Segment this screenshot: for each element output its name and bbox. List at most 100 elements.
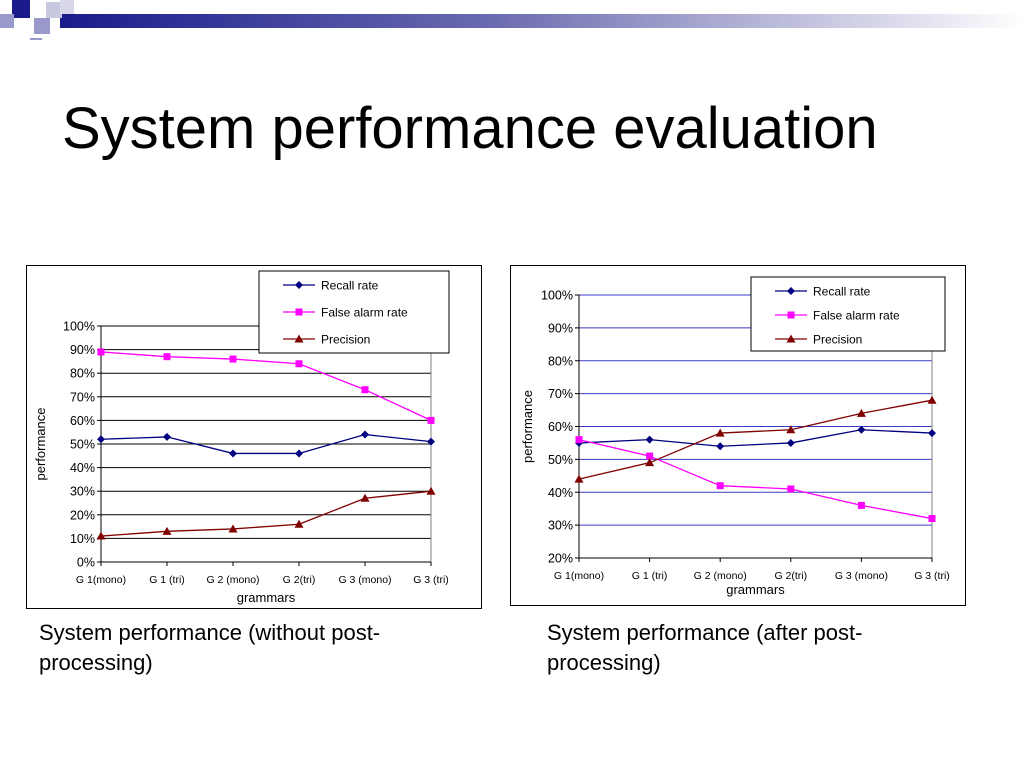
data-point — [97, 435, 105, 444]
data-point — [426, 486, 436, 495]
data-point — [716, 482, 724, 490]
legend-marker — [787, 311, 795, 319]
data-point — [646, 452, 654, 460]
series-precision — [574, 395, 937, 483]
legend-label: False alarm rate — [321, 306, 408, 320]
legend-label: Precision — [321, 333, 370, 347]
y-tick-label: 90% — [70, 343, 95, 357]
series-line — [100, 490, 432, 537]
x-tick-label: G 1 (tri) — [149, 574, 185, 586]
decor-square — [60, 0, 74, 14]
series-line — [578, 439, 933, 520]
series-false-alarm-rate — [97, 348, 435, 424]
legend: Recall rate False alarm rate Precision — [258, 270, 450, 354]
series-line — [100, 351, 432, 421]
data-point — [97, 348, 105, 356]
series-recall-rate — [575, 425, 936, 451]
legend-entry: Precision — [283, 333, 370, 347]
x-tick-label: G 2(tri) — [283, 574, 316, 586]
y-tick-label: 80% — [548, 354, 573, 368]
data-point — [163, 432, 171, 441]
data-point — [928, 515, 936, 523]
data-point — [229, 355, 237, 363]
data-point — [360, 493, 370, 502]
y-tick-label: 40% — [548, 486, 573, 500]
x-tick-label: G 1(mono) — [554, 570, 604, 582]
y-tick-label: 70% — [548, 387, 573, 401]
y-tick-labels: 0% 10% 20% 30% 40% 50% 60% 70% 80% 90% 100% — [63, 320, 95, 570]
y-axis-title: performance — [520, 390, 535, 463]
decor-square — [34, 18, 50, 34]
y-tick-label: 30% — [548, 519, 573, 533]
x-axis-title: grammars — [237, 590, 296, 605]
legend-label: Recall rate — [321, 279, 379, 293]
y-tick-label: 30% — [70, 485, 95, 499]
legend-entry: False alarm rate — [775, 309, 900, 323]
y-tick-label: 20% — [70, 508, 95, 522]
data-point — [857, 501, 865, 509]
header-band — [0, 0, 1024, 40]
legend-entry: Recall rate — [283, 279, 379, 293]
legend-marker — [787, 287, 795, 295]
legend: Recall rate False alarm rate Precision — [750, 276, 946, 352]
x-axis-title: grammars — [726, 582, 785, 597]
y-tick-label: 100% — [63, 320, 95, 334]
chart-svg: 0% 10% 20% 30% 40% 50% 60% 70% 80% 90% 100% G 1(mon… — [33, 270, 450, 605]
data-point — [229, 449, 237, 458]
data-point — [427, 416, 435, 424]
data-point — [575, 436, 583, 444]
series-line — [578, 399, 933, 480]
caption-without-post-processing: System performance (without post-process… — [39, 620, 381, 675]
y-tick-labels: 20% 30% 40% 50% 60% 70% 80% 90% 100% — [541, 289, 573, 566]
x-tick-label: G 3 (mono) — [835, 570, 888, 582]
x-tick-label: G 1(mono) — [76, 574, 126, 586]
series-false-alarm-rate — [575, 436, 936, 523]
data-point — [427, 437, 435, 446]
legend-label: Precision — [813, 333, 862, 347]
data-point — [716, 442, 725, 451]
data-point — [162, 526, 172, 535]
decor-square — [46, 2, 62, 18]
data-point — [228, 524, 238, 533]
legend-marker — [295, 281, 303, 289]
legend-label: False alarm rate — [813, 309, 900, 323]
x-tick-label: G 3 (tri) — [914, 570, 950, 582]
data-point — [361, 430, 369, 439]
series-line — [578, 429, 933, 447]
y-tick-label: 0% — [77, 556, 95, 570]
y-tick-label: 50% — [548, 453, 573, 467]
data-point — [96, 531, 106, 540]
decor-square — [12, 0, 30, 18]
y-tick-label: 40% — [70, 461, 95, 475]
data-point — [928, 429, 936, 438]
y-tick-label: 10% — [70, 532, 95, 546]
x-tick-label: G 2 (mono) — [694, 570, 747, 582]
data-point — [715, 428, 725, 437]
x-tick-label: G 1 (tri) — [632, 570, 668, 582]
y-axis-title: performance — [33, 408, 48, 481]
series-precision — [96, 486, 436, 540]
x-tick-label: G 2(tri) — [774, 570, 807, 582]
chart-without-post-processing: 0% 10% 20% 30% 40% 50% 60% 70% 80% 90% 100% G 1(mon… — [26, 265, 482, 609]
data-point — [295, 360, 303, 368]
data-point — [787, 485, 795, 493]
y-tick-label: 70% — [70, 390, 95, 404]
data-point — [786, 438, 795, 447]
data-point — [856, 408, 866, 417]
y-tick-label: 80% — [70, 367, 95, 381]
x-tick-labels: G 1(mono) G 1 (tri) G 2 (mono) G 2(tri) G 3 … — [554, 570, 950, 582]
legend-label: Recall rate — [813, 285, 871, 299]
legend-marker — [295, 308, 303, 316]
y-tick-label: 60% — [548, 420, 573, 434]
legend-entry: Recall rate — [775, 285, 871, 299]
x-tick-label: G 3 (mono) — [338, 574, 391, 586]
series-line — [100, 433, 432, 455]
legend-entry: False alarm rate — [283, 306, 408, 320]
data-point — [645, 458, 655, 467]
data-point — [927, 395, 937, 404]
chart-svg: 20%30%40%50%60%70%80%90%100%G 1(mono) G 1… — [520, 276, 950, 597]
slide-title: System performance evaluation — [62, 96, 878, 161]
legend-marker — [786, 334, 796, 343]
y-gridlines — [97, 325, 431, 563]
y-tick-label: 100% — [541, 289, 573, 303]
